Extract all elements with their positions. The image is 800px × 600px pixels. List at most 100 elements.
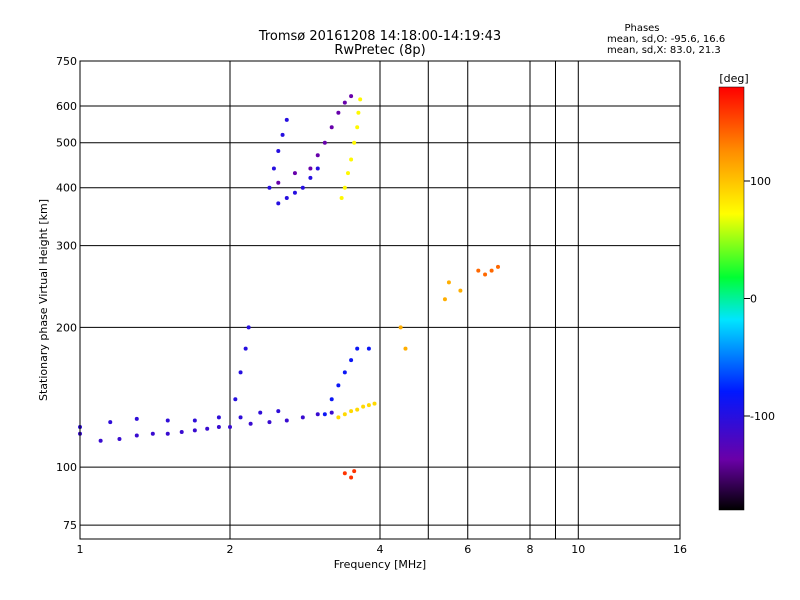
colorbar-tick-label: 100	[750, 175, 771, 188]
data-point-scatter-4-6mhz	[458, 288, 463, 293]
data-point-o-rise-3mhz	[322, 412, 327, 417]
data-point-o-rise-2mhz	[238, 370, 243, 375]
stats-heading: Phases	[624, 23, 659, 34]
data-point-o-trace-f-purple	[349, 94, 354, 99]
data-point-o-rise-3mhz	[336, 383, 341, 388]
y-tick-label: 200	[56, 321, 77, 334]
x-tick-label: 10	[571, 543, 585, 556]
data-point-o-trace-low	[117, 436, 122, 441]
data-point-o-trace-low	[329, 410, 334, 415]
data-point-o-trace-low-upper	[108, 420, 113, 425]
y-tick-label: 400	[56, 182, 77, 195]
plot-frame	[79, 60, 681, 540]
data-point-x-trace-f-yellow	[352, 140, 357, 145]
data-point-o-trace-low-upper	[165, 418, 170, 423]
data-point-o-trace-f-purple	[308, 166, 313, 171]
data-point-o-rise-2mhz	[246, 325, 251, 330]
colorbar	[718, 86, 745, 511]
x-axis-label: Frequency [MHz]	[334, 558, 426, 571]
data-point-o-trace-f-blue	[280, 132, 285, 137]
data-point-red-low-cluster	[349, 475, 354, 480]
data-point-x-trace-f-yellow	[345, 171, 350, 176]
x-axis: 1 2 4 6 8 10 16	[77, 543, 688, 556]
data-point-o-rise-3mhz	[349, 358, 354, 363]
colorbar-tick-label: 0	[750, 293, 757, 306]
y-tick-label: 600	[56, 100, 77, 113]
data-point-x-trace-f-yellow	[356, 110, 361, 115]
data-point-x-trace-low	[372, 401, 377, 406]
data-point-scatter-6-7mhz	[483, 272, 488, 277]
data-point-scatter-6-7mhz	[476, 268, 481, 273]
y-axis-label: Stationary phase Virtual Height [km]	[37, 199, 50, 401]
data-point-x-trace-low	[361, 404, 366, 409]
data-point-o-trace-low	[284, 418, 289, 423]
data-point-o-trace-low	[267, 420, 272, 425]
y-tick-label: 500	[56, 137, 77, 150]
data-point-o-trace-low-upper	[192, 418, 197, 423]
data-point-scatter-4-6mhz	[442, 297, 447, 302]
x-tick-label: 16	[673, 543, 687, 556]
data-point-o-rise-2mhz	[243, 346, 248, 351]
data-point-o-trace-f-blue	[276, 201, 281, 206]
data-point-o-trace-low-upper	[276, 409, 281, 414]
stats-x-mode: mean, sd,X: 83.0, 21.3	[607, 45, 721, 56]
colorbar-tick-label: -100	[750, 410, 775, 423]
data-point-o-rise-3mhz	[355, 346, 360, 351]
data-point-x-trace-f-yellow	[358, 97, 363, 102]
chart-title: Tromsø 20161208 14:18:00-14:19:43	[258, 29, 501, 44]
data-point-o-trace-f-purple	[329, 125, 334, 130]
data-point-o-trace-f-blue	[284, 196, 289, 201]
data-point-red-low-cluster	[342, 471, 347, 476]
data-point-x-trace-low	[342, 412, 347, 417]
data-point-x-trace-low	[336, 415, 341, 420]
y-tick-label: 300	[56, 240, 77, 253]
data-point-o-trace-low	[134, 433, 139, 438]
y-axis: 75 100 200 300 400 500 600 750	[56, 55, 77, 532]
data-point-scatter-4-6mhz	[403, 346, 408, 351]
colorbar-ticks: 100 0 -100	[744, 175, 775, 423]
x-tick-label: 2	[227, 543, 234, 556]
data-point-x-trace-f-yellow	[342, 185, 347, 190]
y-tick-label: 100	[56, 461, 77, 474]
data-point-o-trace-low	[150, 431, 155, 436]
data-point-o-trace-f-purple	[276, 180, 281, 185]
data-point-o-rise-3mhz	[329, 397, 334, 402]
data-point-o-trace-low	[315, 412, 320, 417]
colorbar-label: [deg]	[719, 72, 748, 85]
data-point-o-trace-low	[165, 431, 170, 436]
y-tick-label: 75	[63, 519, 77, 532]
data-point-o-rise-2mhz	[233, 397, 238, 402]
data-point-o-trace-low	[216, 425, 221, 430]
data-point-o-trace-f-purple	[342, 100, 347, 105]
data-point-o-trace-f-blue	[292, 190, 297, 195]
data-point-x-trace-low	[355, 407, 360, 412]
data-point-o-trace-low-upper	[238, 415, 243, 420]
y-tick-label: 750	[56, 55, 77, 68]
data-point-x-trace-f-yellow	[355, 125, 360, 130]
data-point-red-low-cluster	[352, 469, 357, 474]
chart-subtitle: RwPretec (8p)	[334, 43, 425, 58]
data-point-o-trace-f-blue	[315, 166, 320, 171]
data-point-scatter-4-6mhz	[398, 325, 403, 330]
data-points	[78, 94, 500, 480]
data-point-o-trace-low	[179, 430, 184, 435]
data-point-o-trace-f-blue	[300, 185, 305, 190]
data-point-o-trace-f-purple	[322, 140, 327, 145]
data-point-o-trace-low-upper	[134, 416, 139, 421]
data-point-x-trace-f-yellow	[339, 196, 344, 201]
data-point-o-trace-f-blue	[284, 117, 289, 122]
data-point-o-trace-f-blue	[308, 175, 313, 180]
data-point-o-rise-3mhz	[366, 346, 371, 351]
data-point-x-trace-low	[349, 409, 354, 414]
data-point-o-trace-low	[192, 428, 197, 433]
data-point-scatter-6-7mhz	[489, 268, 494, 273]
data-point-o-trace-f-purple	[292, 171, 297, 176]
data-point-scatter-4-6mhz	[446, 280, 451, 285]
data-point-o-trace-f-purple	[336, 110, 341, 115]
data-point-o-trace-f-blue	[276, 148, 281, 153]
data-point-o-trace-low-upper	[258, 410, 263, 415]
x-tick-label: 1	[77, 543, 84, 556]
data-point-o-trace-low	[205, 426, 210, 431]
data-point-o-trace-low	[98, 438, 103, 443]
